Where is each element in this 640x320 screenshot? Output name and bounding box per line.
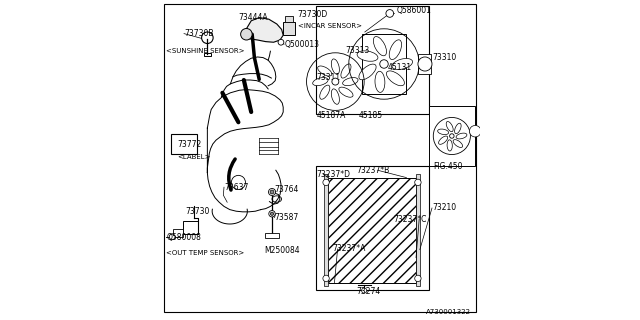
Circle shape (241, 28, 252, 40)
Ellipse shape (341, 64, 351, 78)
Circle shape (323, 275, 330, 282)
Text: 45187A: 45187A (317, 111, 346, 120)
Circle shape (269, 188, 275, 196)
Text: Q586001: Q586001 (397, 6, 431, 15)
Ellipse shape (342, 77, 358, 86)
Text: 73587: 73587 (275, 213, 299, 222)
Text: 73311: 73311 (317, 73, 341, 82)
Circle shape (415, 275, 421, 282)
Ellipse shape (375, 71, 385, 92)
Text: <LABEL>: <LABEL> (178, 154, 211, 160)
Text: 73772: 73772 (178, 140, 202, 149)
Circle shape (278, 39, 284, 45)
Bar (417, 54, 431, 74)
Bar (265, 233, 280, 238)
Circle shape (470, 125, 481, 137)
Text: 73444A: 73444A (238, 13, 268, 22)
Text: <INCAR SENSOR>: <INCAR SENSOR> (298, 23, 362, 29)
Ellipse shape (446, 122, 453, 132)
Circle shape (232, 175, 246, 189)
Text: <OUT TEMP SENSOR>: <OUT TEMP SENSOR> (166, 250, 244, 256)
Bar (362, 34, 406, 93)
Text: Q580008: Q580008 (166, 233, 201, 242)
Text: Q500013: Q500013 (285, 40, 320, 49)
Text: 73637: 73637 (224, 183, 248, 192)
Text: 73764: 73764 (275, 185, 299, 194)
Text: 45185: 45185 (358, 111, 383, 120)
Text: A730001322: A730001322 (426, 309, 470, 315)
Bar (285, 16, 292, 22)
Circle shape (415, 179, 421, 186)
Text: 73274: 73274 (356, 287, 381, 296)
Bar (283, 22, 294, 35)
Circle shape (450, 134, 454, 138)
Ellipse shape (447, 140, 452, 151)
Text: 73210: 73210 (432, 204, 456, 212)
Ellipse shape (453, 140, 463, 148)
Circle shape (202, 32, 213, 44)
Ellipse shape (272, 196, 282, 202)
Circle shape (418, 57, 432, 71)
Bar (328, 178, 416, 283)
Text: 73730B: 73730B (184, 29, 214, 38)
Circle shape (270, 212, 274, 215)
Text: 73237*B: 73237*B (356, 166, 390, 175)
Ellipse shape (359, 64, 376, 80)
Circle shape (380, 60, 388, 68)
Circle shape (269, 211, 275, 217)
Ellipse shape (438, 129, 449, 135)
Circle shape (332, 78, 339, 85)
Bar (316, 166, 429, 290)
Ellipse shape (373, 36, 387, 56)
Polygon shape (246, 18, 283, 42)
Text: M250084: M250084 (264, 246, 300, 255)
Circle shape (362, 288, 367, 293)
Circle shape (169, 234, 175, 240)
Ellipse shape (387, 71, 404, 86)
Text: <SUNSHINE SENSOR>: <SUNSHINE SENSOR> (166, 48, 245, 54)
Text: 73310: 73310 (432, 53, 456, 62)
Circle shape (323, 179, 330, 186)
Ellipse shape (454, 123, 461, 134)
Ellipse shape (456, 133, 467, 139)
Bar (173, 229, 183, 237)
Text: 73730D: 73730D (298, 10, 328, 19)
Ellipse shape (332, 59, 339, 74)
Bar (324, 174, 328, 286)
Text: 73730: 73730 (185, 207, 209, 216)
Text: 73237*A: 73237*A (332, 244, 365, 253)
Text: 73237*D: 73237*D (317, 170, 351, 179)
Bar (204, 53, 211, 56)
Text: FIG.450: FIG.450 (434, 162, 463, 171)
Bar (416, 174, 420, 286)
Ellipse shape (332, 89, 339, 104)
Circle shape (270, 190, 274, 194)
Ellipse shape (389, 40, 401, 60)
Bar (183, 221, 198, 234)
Circle shape (386, 10, 394, 17)
Ellipse shape (320, 85, 330, 99)
Ellipse shape (357, 51, 378, 61)
Ellipse shape (438, 136, 448, 144)
Bar (316, 6, 429, 114)
Ellipse shape (339, 87, 353, 97)
Ellipse shape (317, 66, 332, 76)
Ellipse shape (313, 77, 328, 86)
Text: 73313: 73313 (345, 46, 369, 55)
Ellipse shape (392, 59, 413, 69)
Text: 73237*C: 73237*C (394, 215, 427, 224)
Bar (172, 134, 197, 154)
Bar (429, 106, 476, 166)
Text: 45131: 45131 (387, 63, 412, 72)
